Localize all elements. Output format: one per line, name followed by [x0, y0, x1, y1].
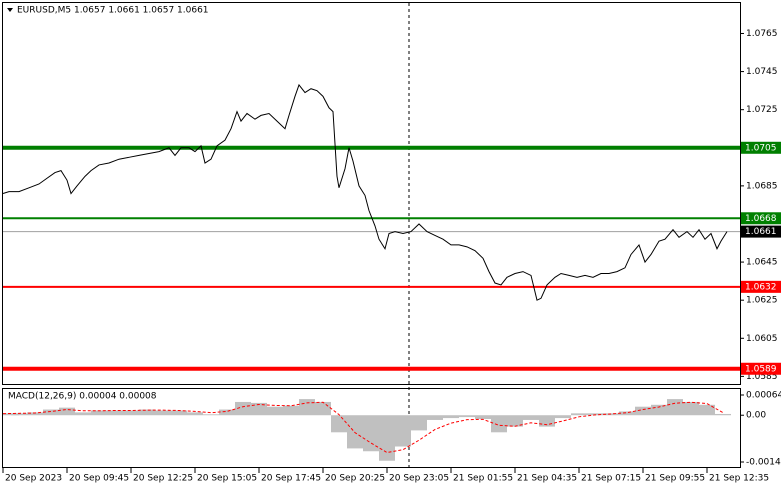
histogram-bar [443, 415, 459, 419]
histogram-bar [523, 415, 539, 420]
histogram-bar [379, 415, 395, 461]
y-tick-label: 1.0605 [746, 334, 778, 344]
histogram-bar [299, 399, 315, 416]
histogram-bar [475, 415, 491, 420]
histogram-bar [651, 404, 667, 416]
histogram-bar [235, 401, 251, 416]
level-label: 1.0589 [745, 364, 777, 374]
x-tick-label: 20 Sep 09:45 [69, 474, 129, 484]
histogram-bar [635, 406, 651, 416]
histogram-bar [171, 410, 187, 416]
histogram-bar [539, 415, 555, 427]
level-label: 1.0668 [745, 214, 777, 224]
level-label: 1.0661 [745, 227, 777, 237]
level-label-box [741, 212, 781, 225]
histogram-bar [27, 412, 43, 416]
histogram-bar [59, 407, 75, 416]
x-tick-label: 20 Sep 2023 [5, 474, 62, 484]
x-tick-label: 21 Sep 01:55 [453, 474, 513, 484]
histogram-bar [411, 415, 427, 431]
level-label: 1.0632 [745, 282, 777, 292]
level-label: 1.0705 [745, 143, 777, 153]
histogram-bar [315, 401, 331, 416]
histogram-bar [11, 413, 27, 416]
x-tick-label: 21 Sep 09:55 [645, 474, 705, 484]
y-tick-label: 1.0685 [746, 181, 778, 191]
histogram-bar [267, 406, 283, 416]
histogram-bar [187, 412, 203, 416]
main-panel [2, 2, 741, 385]
histogram-bar [75, 412, 91, 416]
x-tick-label: 20 Sep 12:25 [133, 474, 193, 484]
histogram-bar [571, 413, 587, 416]
histogram-bar [587, 413, 603, 416]
y-tick-label: 1.0625 [746, 296, 778, 306]
y-tick-label: 1.0645 [746, 258, 778, 268]
histogram-bar [507, 415, 523, 427]
histogram-bar [91, 410, 107, 416]
x-tick-label: 20 Sep 23:05 [389, 474, 449, 484]
x-tick-label: 21 Sep 04:35 [517, 474, 577, 484]
histogram-bar [715, 413, 731, 416]
histogram-bar [619, 411, 635, 416]
macd-title: MACD(12,26,9) 0.00004 0.00008 [8, 392, 157, 402]
y-tick-label: 1.0585 [746, 372, 778, 382]
histogram-bar [107, 410, 123, 416]
histogram-bar [139, 409, 155, 416]
level-label-box [741, 141, 781, 154]
y-tick-label: 0.00 [746, 411, 766, 421]
histogram-bar [203, 414, 219, 416]
y-tick-label: -0.00148 [746, 458, 781, 468]
histogram-bar [219, 409, 235, 416]
layer: 1.0765 1.0745 1.0725 1.0685 1.0645 1.0625 1.06… [2, 3, 781, 484]
histogram-bar [347, 415, 363, 449]
signal-line [2, 401, 724, 454]
histogram-bar [459, 415, 475, 418]
histogram-bar [43, 409, 59, 416]
x-tick-label: 20 Sep 17:45 [261, 474, 321, 484]
level-label-box [741, 362, 781, 375]
level-label-box [741, 280, 781, 293]
histogram-bar [123, 410, 139, 416]
y-tick-label: 0.00064 [746, 391, 781, 401]
menu-triangle [7, 8, 13, 12]
histogram-bar [363, 415, 379, 452]
x-tick-label: 20 Sep 20:25 [325, 474, 385, 484]
chart-title: EURUSD,M5 1.0657 1.0661 1.0657 1.0661 [17, 6, 209, 16]
histogram-bar [331, 415, 347, 433]
x-tick-label: 20 Sep 15:05 [197, 474, 257, 484]
y-tick-label: 1.0745 [746, 67, 778, 77]
histogram-bar [395, 415, 411, 447]
x-tick-label: 21 Sep 07:15 [581, 474, 641, 484]
histogram-bar [683, 401, 699, 416]
histogram-bar [251, 402, 267, 416]
histogram-bar [491, 415, 507, 433]
histogram-bar [667, 399, 683, 416]
price-line [2, 83, 728, 301]
histogram-bar [555, 415, 571, 419]
y-tick-label: 1.0765 [746, 29, 778, 39]
histogram-bar [155, 410, 171, 416]
histogram-bar [283, 405, 299, 416]
x-tick-label: 21 Sep 12:35 [709, 474, 769, 484]
histogram-bar [427, 415, 443, 420]
y-tick-label: 1.0725 [746, 105, 778, 115]
histogram-bar [699, 404, 715, 416]
level-label-box [741, 225, 781, 238]
